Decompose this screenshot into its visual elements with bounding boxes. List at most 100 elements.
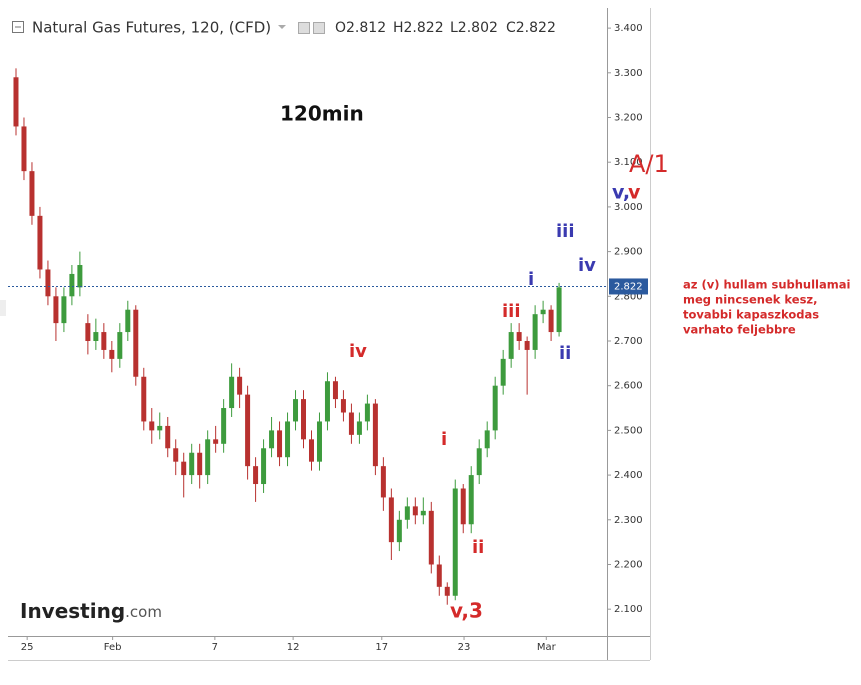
y-tick-label: 3.000 — [614, 202, 643, 213]
x-tick-label: Feb — [104, 642, 122, 653]
candle-body — [293, 399, 299, 422]
ohlc-value: H2.822 — [393, 20, 444, 36]
wave-annotation: iii — [502, 301, 521, 322]
x-tick-label: 12 — [287, 642, 300, 653]
candle-body — [516, 332, 522, 341]
candle-body — [476, 448, 482, 476]
candle-body — [229, 376, 235, 409]
y-tick-label: 2.600 — [614, 381, 643, 392]
y-tick-label: 2.900 — [614, 247, 643, 258]
ohlc-value: L2.802 — [450, 20, 498, 36]
last-price-box — [609, 278, 648, 295]
candle-body — [53, 296, 59, 324]
candle-body — [436, 564, 442, 587]
candle-body — [93, 332, 99, 341]
candle-body — [308, 439, 314, 462]
candle-body — [332, 381, 338, 400]
candle-body — [85, 323, 91, 341]
candle-body — [253, 466, 259, 485]
candle-body — [45, 269, 51, 297]
candle-body — [109, 349, 115, 359]
candle-body — [412, 506, 418, 516]
candle-body — [237, 376, 243, 395]
y-tick-label: 2.800 — [614, 291, 643, 302]
candle-body — [396, 519, 402, 543]
candle-body — [205, 439, 211, 476]
candle-body — [245, 394, 251, 467]
candle-body — [301, 399, 307, 440]
candle-body — [69, 273, 75, 297]
watermark-domain: .com — [125, 603, 162, 621]
candle-body — [21, 126, 27, 172]
wave-annotation: ii — [559, 343, 571, 364]
candle-body — [508, 332, 514, 359]
wave-annotation: A/1 — [629, 150, 669, 178]
wave-annotation: ii — [472, 537, 484, 558]
x-tick-label: 17 — [375, 642, 388, 653]
note-line: meg nincsenek kesz, — [683, 293, 817, 307]
candle-body — [364, 403, 370, 422]
candle-body — [285, 421, 291, 458]
last-price-label: 2.822 — [614, 281, 643, 292]
y-tick-label: 2.400 — [614, 470, 643, 481]
wave-annotation: iv — [349, 341, 367, 362]
candle-body — [548, 309, 554, 333]
candle-body — [141, 376, 147, 422]
y-tick-label: 3.200 — [614, 113, 643, 124]
candle-body — [269, 430, 275, 449]
candle-body — [133, 309, 139, 377]
candle-body — [125, 309, 131, 333]
side-handle — [0, 300, 6, 316]
ohlc-value: O2.812 — [335, 20, 386, 36]
note-line: varhato feljebbre — [683, 323, 796, 337]
x-tick-label: 7 — [212, 642, 218, 653]
candle-body — [340, 399, 346, 413]
x-tick-label: Mar — [537, 642, 557, 653]
wave-annotation: i — [441, 429, 447, 450]
candle-body — [29, 171, 35, 216]
candle-body — [261, 448, 267, 485]
eye-icon[interactable] — [298, 22, 310, 34]
x-tick-label: 25 — [21, 642, 34, 653]
wave-annotation: iii — [556, 221, 575, 242]
candle-body — [221, 408, 227, 444]
candle-body — [428, 510, 434, 565]
candle-body — [532, 314, 538, 350]
y-tick-label: 2.100 — [614, 604, 643, 615]
candle-body — [189, 452, 195, 476]
candle-body — [452, 488, 458, 596]
candle-body — [197, 452, 203, 476]
candle-body — [324, 381, 330, 422]
candle-body — [468, 475, 474, 525]
note-line: az (v) hullam subhullamai — [683, 278, 850, 292]
candle-body — [348, 412, 354, 435]
settings-icon[interactable] — [313, 22, 325, 34]
candle-body — [213, 439, 219, 444]
candle-body — [37, 215, 43, 270]
wave-annotation: v — [628, 182, 641, 204]
candle-body — [388, 497, 394, 543]
candle-body — [500, 358, 506, 386]
x-tick-label: 23 — [458, 642, 471, 653]
candle-body — [181, 461, 187, 476]
watermark: Investing.com — [20, 599, 162, 623]
candle-body — [492, 385, 498, 431]
y-tick-label: 2.500 — [614, 425, 643, 436]
ohlc-value: C2.822 — [506, 20, 556, 36]
candle-body — [117, 332, 123, 359]
wave-annotation: i — [528, 269, 534, 290]
dropdown-arrow[interactable] — [278, 25, 286, 29]
candle-body — [372, 403, 378, 467]
candle-body — [524, 340, 530, 350]
candle-body — [380, 466, 386, 498]
candle-body — [77, 265, 83, 288]
candle-body — [61, 296, 67, 324]
candle-body — [540, 309, 546, 315]
y-tick-label: 3.100 — [614, 157, 643, 168]
candle-body — [173, 448, 179, 462]
note-line: tovabbi kapaszkodas — [683, 308, 819, 322]
y-tick-label: 2.200 — [614, 559, 643, 570]
